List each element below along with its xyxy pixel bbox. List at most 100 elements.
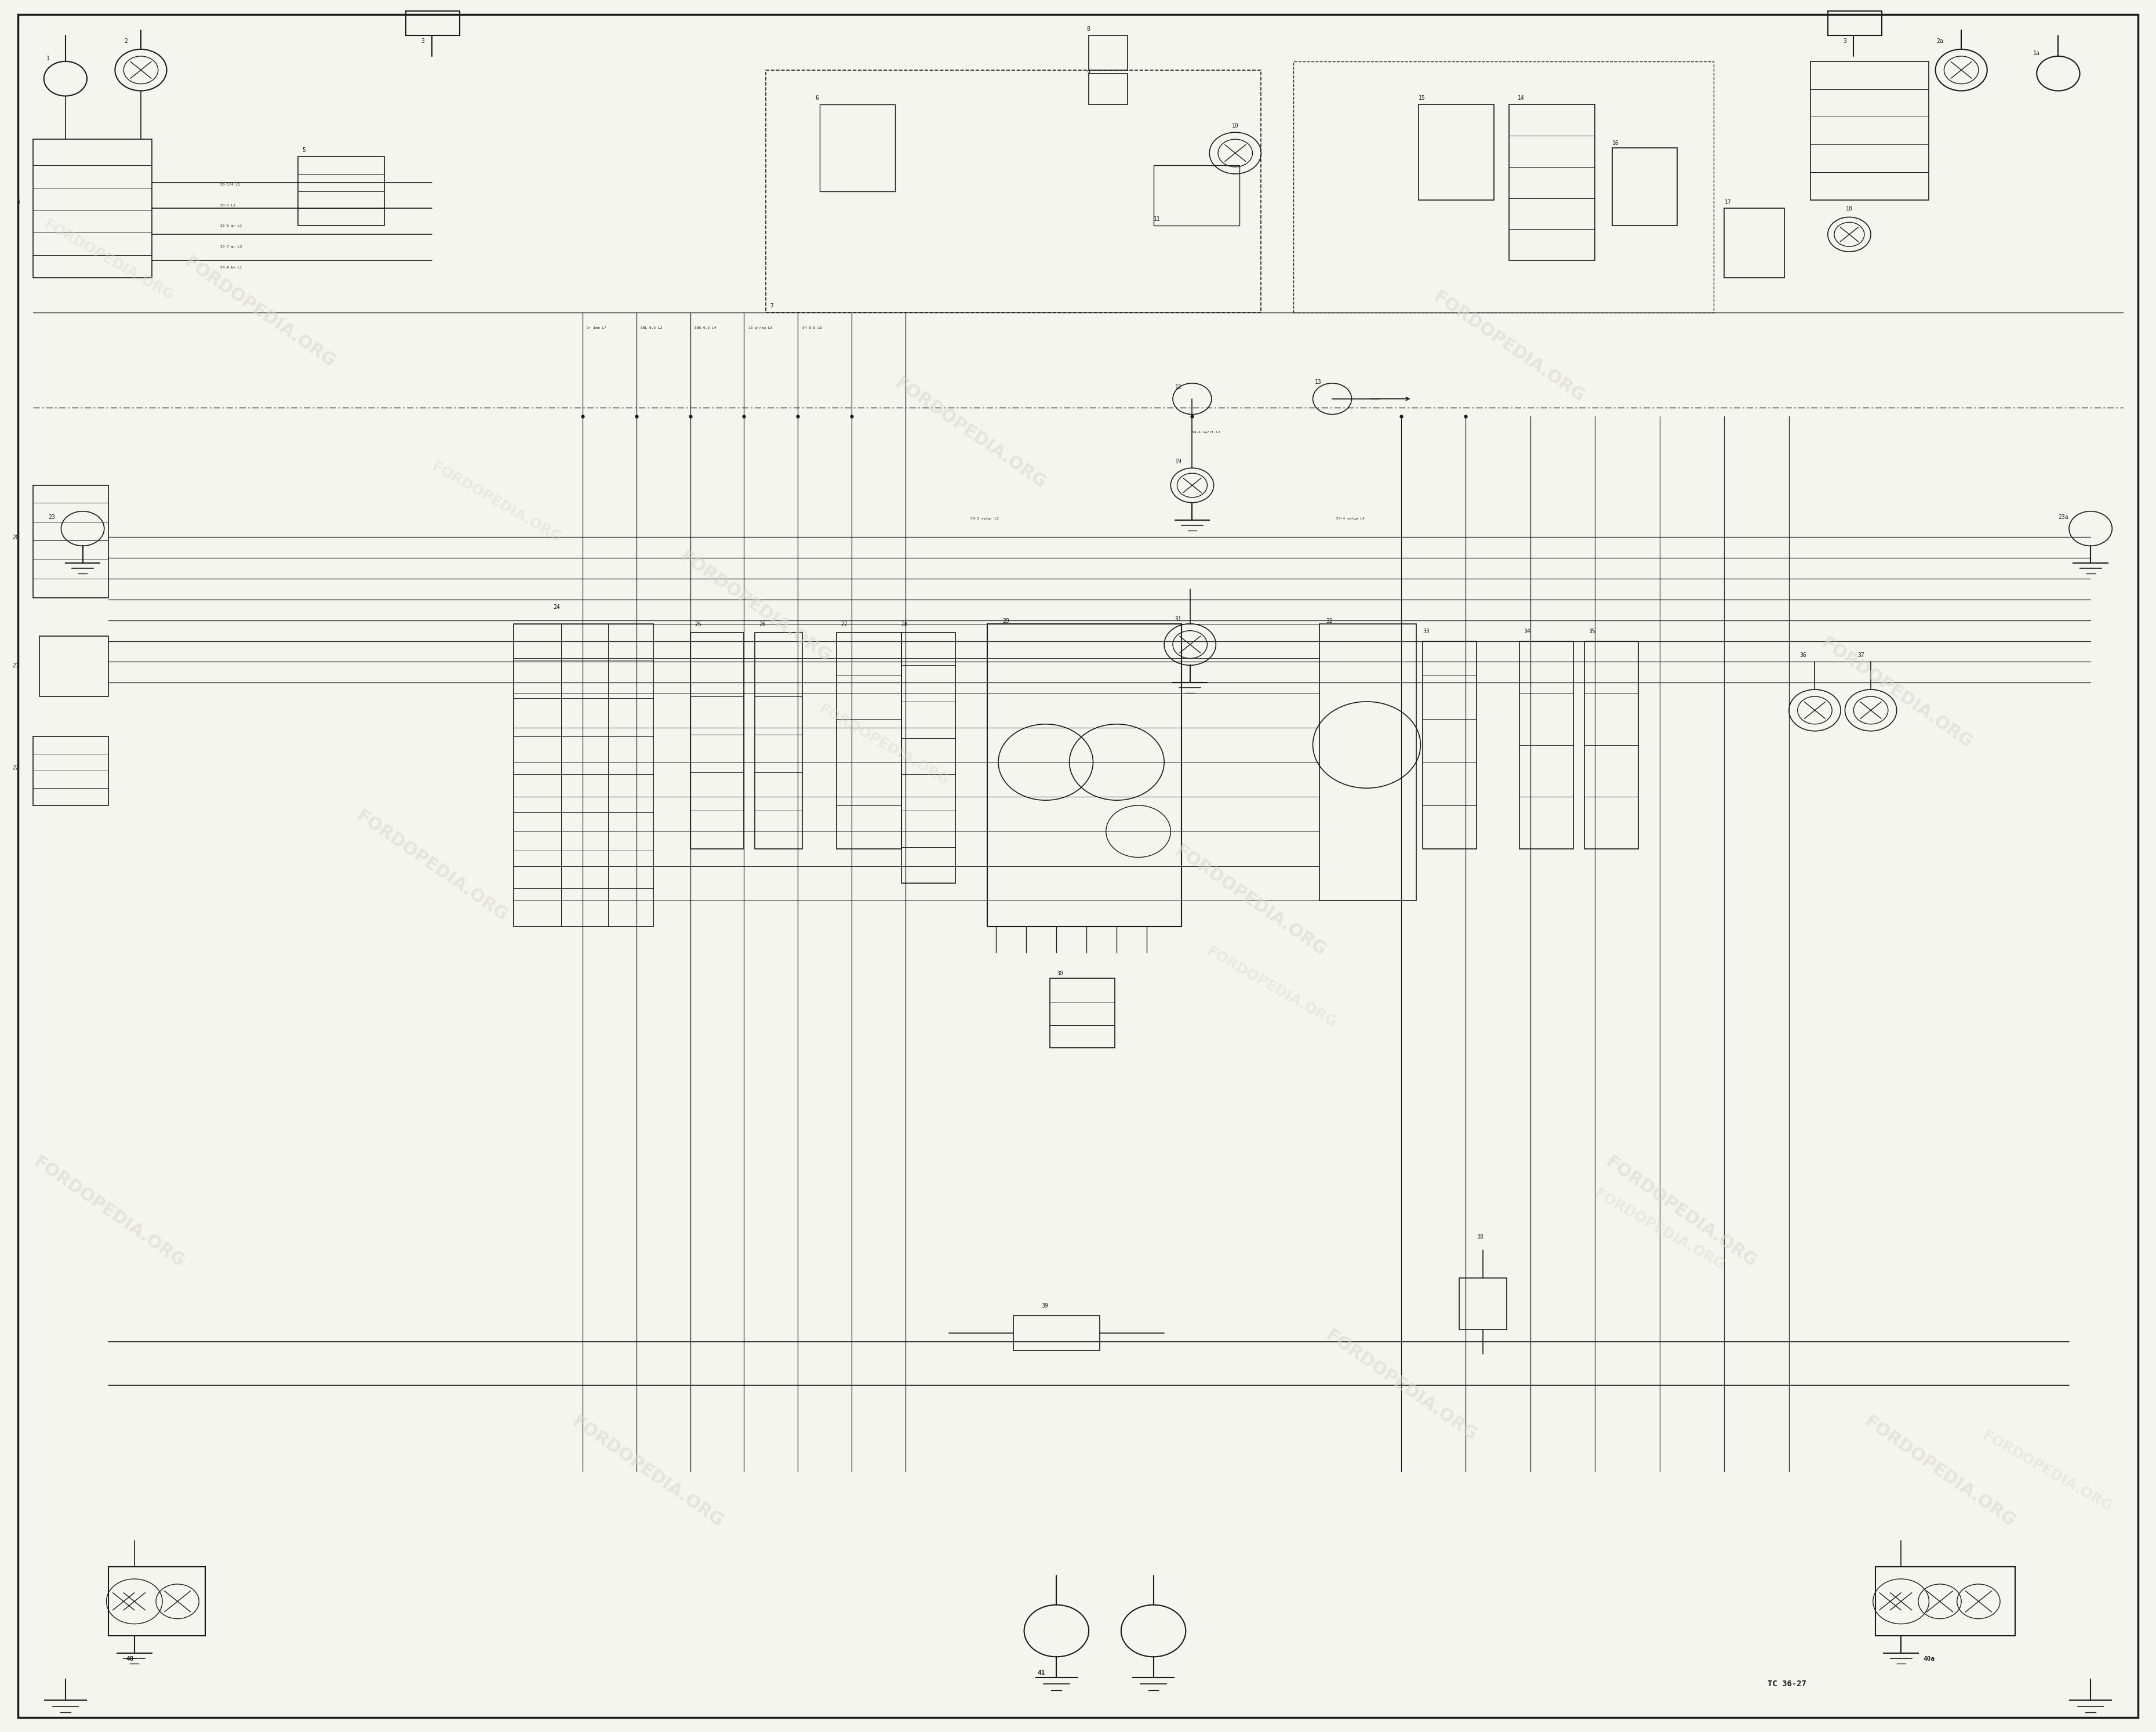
Text: 9: 9: [1087, 69, 1091, 74]
Bar: [1294, 61, 1714, 312]
Text: 39: 39: [1041, 1302, 1048, 1309]
Text: 26: 26: [759, 622, 765, 627]
Text: 1a: 1a: [2033, 50, 2040, 55]
Text: D+ 1mm L7: D+ 1mm L7: [586, 327, 606, 329]
Bar: [837, 632, 901, 849]
Text: 35: 35: [1589, 629, 1595, 634]
Text: 54 0,5 L6: 54 0,5 L6: [802, 327, 821, 329]
Text: 15: 15: [1419, 95, 1425, 100]
Text: FORDOPEDIA.ORG: FORDOPEDIA.ORG: [569, 1413, 727, 1531]
Bar: [298, 156, 384, 225]
Text: 13: 13: [1315, 379, 1322, 385]
Text: 30: 30: [1056, 972, 1063, 977]
Bar: [1520, 641, 1574, 849]
Text: 32: 32: [1326, 618, 1332, 624]
Bar: [690, 632, 744, 849]
Text: 23a: 23a: [2059, 514, 2068, 520]
Bar: [901, 632, 955, 883]
Text: 34: 34: [1524, 629, 1531, 634]
Text: FORDOPEDIA.ORG: FORDOPEDIA.ORG: [817, 701, 951, 788]
Bar: [1585, 641, 1639, 849]
Text: 40: 40: [127, 1656, 134, 1663]
Text: FORDOPEDIA.ORG: FORDOPEDIA.ORG: [1602, 1154, 1759, 1271]
Bar: [1319, 624, 1416, 901]
Bar: [987, 624, 1181, 927]
Text: 40a: 40a: [1923, 1656, 1934, 1663]
Text: FORDOPEDIA.ORG: FORDOPEDIA.ORG: [1322, 1327, 1479, 1444]
Text: 41: 41: [1037, 1670, 1046, 1677]
Text: FORDOPEDIA.ORG: FORDOPEDIA.ORG: [429, 459, 563, 546]
Text: TC 36-27: TC 36-27: [1768, 1680, 1807, 1689]
Text: 30-1/4 L1: 30-1/4 L1: [220, 184, 239, 185]
Text: FORDOPEDIA.ORG: FORDOPEDIA.ORG: [41, 218, 177, 303]
Text: 28: 28: [901, 622, 908, 627]
Bar: [513, 624, 653, 927]
Bar: [1013, 1316, 1100, 1351]
Text: FORDOPEDIA.ORG: FORDOPEDIA.ORG: [181, 253, 338, 371]
Text: FORDOPEDIA.ORG: FORDOPEDIA.ORG: [1818, 634, 1975, 752]
Text: 22: 22: [13, 766, 19, 771]
Text: 30-7 gn L2: 30-7 gn L2: [220, 246, 241, 248]
Text: 7: 7: [770, 303, 774, 308]
Bar: [32, 736, 108, 805]
Text: 3: 3: [1843, 38, 1848, 43]
Bar: [1613, 147, 1677, 225]
Text: 25: 25: [694, 622, 701, 627]
Bar: [1423, 641, 1477, 849]
Text: 18: 18: [1846, 206, 1852, 211]
Text: FORDOPEDIA.ORG: FORDOPEDIA.ORG: [1429, 288, 1587, 405]
Bar: [1089, 35, 1128, 69]
Text: 24: 24: [554, 604, 561, 610]
Text: 11: 11: [1153, 216, 1160, 222]
Text: 54-4 sw/ge L4: 54-4 sw/ge L4: [1337, 518, 1365, 520]
Text: 1: 1: [47, 55, 50, 61]
Text: 29: 29: [1003, 618, 1009, 624]
Bar: [1419, 104, 1494, 199]
Text: 23: 23: [47, 514, 56, 520]
Text: 37: 37: [1858, 653, 1865, 658]
Text: 5: 5: [302, 147, 306, 152]
Text: 6: 6: [815, 95, 819, 100]
Text: 27: 27: [841, 622, 847, 627]
Bar: [1509, 104, 1595, 260]
Text: 21: 21: [13, 663, 19, 669]
Text: FORDOPEDIA.ORG: FORDOPEDIA.ORG: [1171, 842, 1328, 960]
Text: 58R 0,5 L4: 58R 0,5 L4: [694, 327, 716, 329]
Text: 12: 12: [1175, 385, 1181, 390]
Bar: [32, 139, 151, 277]
Text: 31: 31: [1175, 617, 1181, 622]
Text: FORDOPEDIA.ORG: FORDOPEDIA.ORG: [1979, 1429, 2115, 1514]
Text: 10: 10: [1231, 123, 1240, 128]
Bar: [755, 632, 802, 849]
Bar: [1153, 165, 1240, 225]
Bar: [1828, 10, 1882, 35]
Text: 36: 36: [1800, 653, 1807, 658]
Bar: [1811, 61, 1930, 199]
Text: 58L 0,5 L2: 58L 0,5 L2: [640, 327, 662, 329]
Text: 30-5 gn L1: 30-5 gn L1: [220, 225, 241, 227]
Bar: [1460, 1278, 1507, 1330]
Text: 19: 19: [1175, 459, 1181, 464]
Bar: [765, 69, 1261, 312]
Text: 4: 4: [17, 199, 19, 204]
Bar: [1876, 1567, 2016, 1637]
Text: 8: 8: [1087, 26, 1091, 31]
Text: 54-9 bk L1: 54-9 bk L1: [220, 267, 241, 268]
Bar: [39, 636, 108, 696]
Text: 30-1 L2: 30-1 L2: [220, 204, 235, 206]
Text: 17: 17: [1725, 199, 1731, 204]
Bar: [1050, 979, 1115, 1048]
Text: FORDOPEDIA.ORG: FORDOPEDIA.ORG: [354, 807, 511, 925]
Text: 20: 20: [13, 535, 19, 540]
Text: 14: 14: [1518, 95, 1524, 100]
Bar: [32, 485, 108, 598]
Text: 3: 3: [420, 38, 425, 43]
Text: FORDOPEDIA.ORG: FORDOPEDIA.ORG: [893, 374, 1050, 492]
Bar: [108, 1567, 205, 1637]
Text: 54-1 sw/gr L2: 54-1 sw/gr L2: [970, 518, 998, 520]
Text: 54-4 sw/rt L2: 54-4 sw/rt L2: [1192, 431, 1220, 433]
Text: 2: 2: [125, 38, 127, 43]
Text: FORDOPEDIA.ORG: FORDOPEDIA.ORG: [30, 1154, 188, 1271]
Text: 16: 16: [1613, 140, 1619, 145]
Text: 38: 38: [1477, 1233, 1483, 1240]
